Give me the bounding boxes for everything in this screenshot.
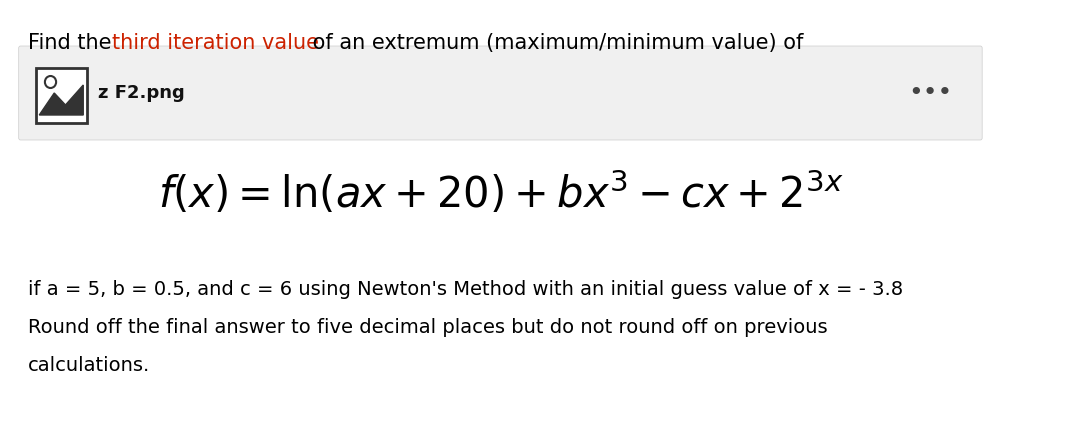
Text: if a = 5, b = 0.5, and c = 6 using Newton's Method with an initial guess value o: if a = 5, b = 0.5, and c = 6 using Newto… [28, 280, 903, 299]
Text: Find the: Find the [28, 33, 118, 53]
Text: $f(x) = \ln(ax + 20) + bx^3 - cx + 2^{3x}$: $f(x) = \ln(ax + 20) + bx^3 - cx + 2^{3x… [157, 169, 843, 217]
Text: third iteration value: third iteration value [112, 33, 319, 53]
FancyBboxPatch shape [18, 46, 982, 140]
Text: •••: ••• [908, 81, 952, 105]
Polygon shape [40, 85, 83, 115]
Text: Round off the final answer to five decimal places but do not round off on previo: Round off the final answer to five decim… [28, 318, 828, 337]
Text: of an extremum (maximum/minimum value) of: of an extremum (maximum/minimum value) o… [306, 33, 804, 53]
Text: calculations.: calculations. [28, 356, 150, 375]
Text: z F2.png: z F2.png [98, 84, 185, 102]
Bar [35, 68, 87, 123]
